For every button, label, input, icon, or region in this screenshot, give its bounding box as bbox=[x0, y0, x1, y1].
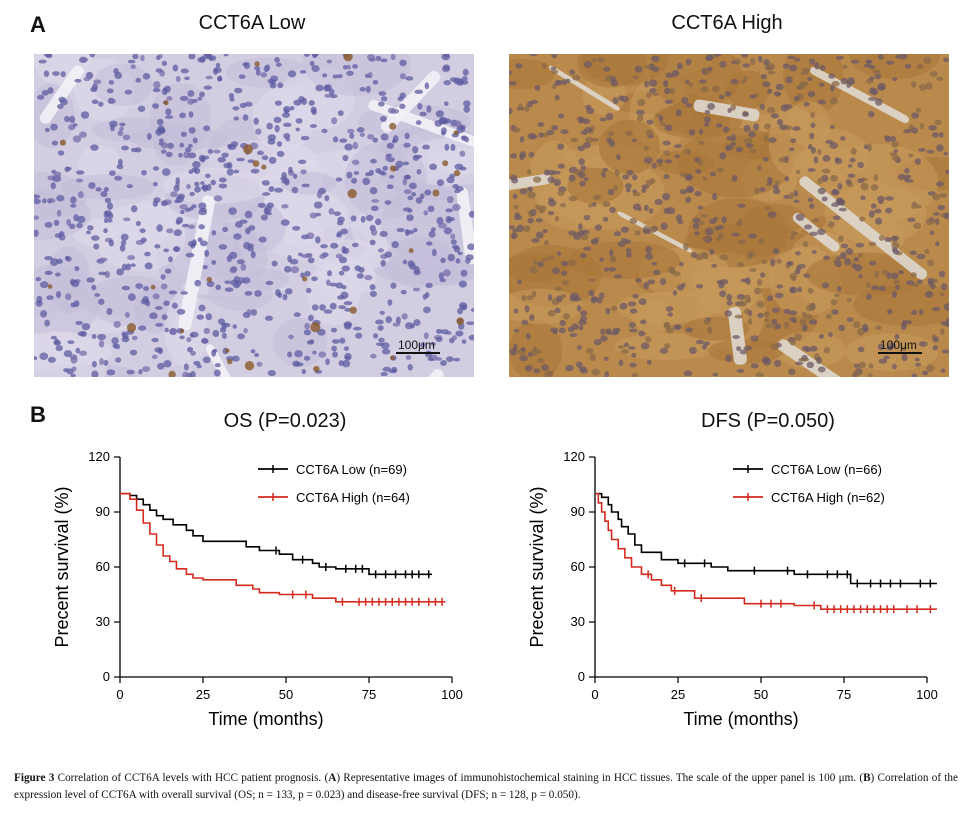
high-image-title: CCT6A High bbox=[671, 12, 783, 34]
panel-a-label: A bbox=[30, 12, 46, 37]
y-tick-label: 90 bbox=[96, 504, 110, 519]
y-tick-label: 0 bbox=[578, 669, 585, 684]
os-survival-chart: 0 30 60 90 120 0 25 50 75 100 Time (months) Precent… bbox=[52, 449, 463, 729]
x-tick-label: 100 bbox=[441, 687, 463, 702]
scale-bar-low bbox=[396, 352, 440, 354]
y-tick-label: 60 bbox=[571, 559, 585, 574]
y-tick-label: 30 bbox=[96, 614, 110, 629]
survival-curve-1 bbox=[120, 492, 446, 603]
y-axis-label: Precent survival (%) bbox=[527, 486, 547, 647]
x-axis-label: Time (months) bbox=[208, 709, 323, 729]
caption-part-1: Correlation of CCT6A levels with HCC pat… bbox=[54, 772, 329, 784]
panel-b-label: B bbox=[30, 402, 46, 427]
micrograph-high bbox=[509, 54, 949, 377]
x-tick-label: 75 bbox=[837, 687, 851, 702]
x-tick-label: 0 bbox=[591, 687, 598, 702]
y-tick-label: 120 bbox=[563, 449, 585, 464]
legend-label-0: CCT6A Low (n=69) bbox=[296, 462, 407, 477]
caption-ref-a: A bbox=[328, 772, 337, 784]
x-axis-label: Time (months) bbox=[683, 709, 798, 729]
x-tick-label: 100 bbox=[916, 687, 938, 702]
y-tick-label: 120 bbox=[88, 449, 110, 464]
scale-bar-label-low: 100μm bbox=[398, 338, 435, 352]
legend-label-0: CCT6A Low (n=66) bbox=[771, 462, 882, 477]
caption-figure-label: Figure 3 bbox=[14, 772, 55, 784]
figure-caption: Figure 3 Correlation of CCT6A levels wit… bbox=[14, 770, 958, 804]
y-tick-label: 30 bbox=[571, 614, 585, 629]
caption-part-2: ) Representative images of immunohistoch… bbox=[336, 772, 864, 784]
y-tick-label: 90 bbox=[571, 504, 585, 519]
y-axis-label: Precent survival (%) bbox=[52, 486, 72, 647]
legend-label-1: CCT6A High (n=64) bbox=[296, 490, 410, 505]
caption-ref-b: B bbox=[863, 772, 871, 784]
dfs-survival-chart: 0 30 60 90 120 0 25 50 75 100 Time (months) Precent… bbox=[527, 449, 938, 729]
scale-bar-label-high: 100μm bbox=[880, 338, 917, 352]
x-tick-label: 25 bbox=[671, 687, 685, 702]
legend-label-1: CCT6A High (n=62) bbox=[771, 490, 885, 505]
x-tick-label: 75 bbox=[362, 687, 376, 702]
scale-bar-high bbox=[878, 352, 922, 354]
survival-curve-0 bbox=[595, 492, 937, 585]
micrograph-low bbox=[34, 54, 474, 377]
y-tick-label: 60 bbox=[96, 559, 110, 574]
x-tick-label: 25 bbox=[196, 687, 210, 702]
x-tick-label: 0 bbox=[116, 687, 123, 702]
survival-curve-0 bbox=[120, 492, 433, 576]
caption-part-3: ) Correlation of the expression level of… bbox=[14, 772, 958, 801]
low-image-title: CCT6A Low bbox=[198, 12, 306, 34]
survival-curve-1 bbox=[595, 492, 937, 610]
dfs-chart-title: DFS (P=0.050) bbox=[701, 410, 835, 432]
os-chart-title: OS (P=0.023) bbox=[223, 410, 347, 432]
x-tick-label: 50 bbox=[279, 687, 293, 702]
y-tick-label: 0 bbox=[103, 669, 110, 684]
x-tick-label: 50 bbox=[754, 687, 768, 702]
